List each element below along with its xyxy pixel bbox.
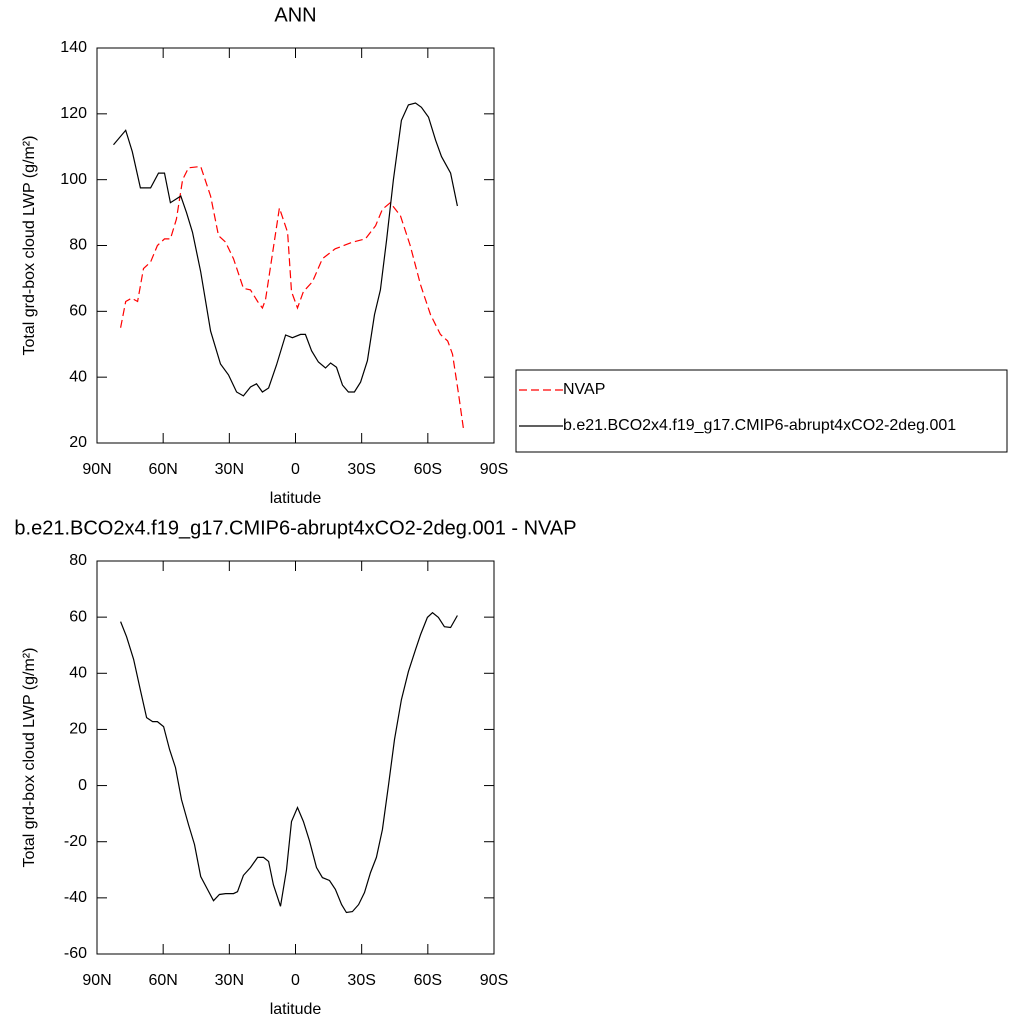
- legend-label: b.e21.BCO2x4.f19_g17.CMIP6-abrupt4xCO2-2…: [563, 417, 956, 434]
- x-tick-label: 30S: [347, 461, 375, 478]
- y-tick-label: 60: [69, 608, 87, 625]
- x-tick-label: 30N: [215, 461, 244, 478]
- x-tick-label: 60S: [414, 461, 442, 478]
- plot-frame: [96, 47, 495, 444]
- legend-box: [515, 369, 1008, 453]
- y-tick-label: 40: [69, 368, 87, 385]
- x-tick-label: 0: [291, 972, 300, 989]
- y-tick-label: 60: [69, 303, 87, 320]
- y-tick-label: 40: [69, 665, 87, 682]
- x-tick-label: 60N: [148, 461, 177, 478]
- chart-title: b.e21.BCO2x4.f19_g17.CMIP6-abrupt4xCO2-2…: [14, 517, 576, 539]
- x-tick-label: 60S: [414, 972, 442, 989]
- y-axis-label: Total grd-box cloud LWP (g/m²): [21, 648, 38, 868]
- y-tick-label: 20: [69, 721, 87, 738]
- x-tick-label: 30S: [347, 972, 375, 989]
- line: [113, 102, 458, 397]
- chart-title: ANN: [274, 4, 316, 26]
- plot-frame: [96, 560, 495, 955]
- y-tick-label: 80: [69, 552, 87, 569]
- y-tick-label: -60: [64, 945, 87, 962]
- legend-label: NVAP: [563, 381, 605, 398]
- line: [120, 611, 458, 914]
- x-tick-label: 90S: [480, 461, 508, 478]
- x-tick-label: 60N: [148, 972, 177, 989]
- y-tick-label: -40: [64, 889, 87, 906]
- y-tick-label: 80: [69, 237, 87, 254]
- y-axis-label: Total grd-box cloud LWP (g/m²): [21, 136, 38, 356]
- y-tick-label: 120: [60, 105, 87, 122]
- y-tick-label: 100: [60, 171, 87, 188]
- y-tick-label: 0: [78, 777, 87, 794]
- x-tick-label: 90N: [82, 461, 111, 478]
- x-tick-label: 90N: [82, 972, 111, 989]
- y-tick-label: -20: [64, 833, 87, 850]
- line: [120, 165, 465, 430]
- y-tick-label: 140: [60, 39, 87, 56]
- x-tick-label: 30N: [215, 972, 244, 989]
- x-tick-label: 90S: [480, 972, 508, 989]
- x-tick-label: 0: [291, 461, 300, 478]
- x-axis-label: latitude: [270, 490, 322, 507]
- y-tick-label: 20: [69, 434, 87, 451]
- x-axis-label: latitude: [270, 1001, 322, 1018]
